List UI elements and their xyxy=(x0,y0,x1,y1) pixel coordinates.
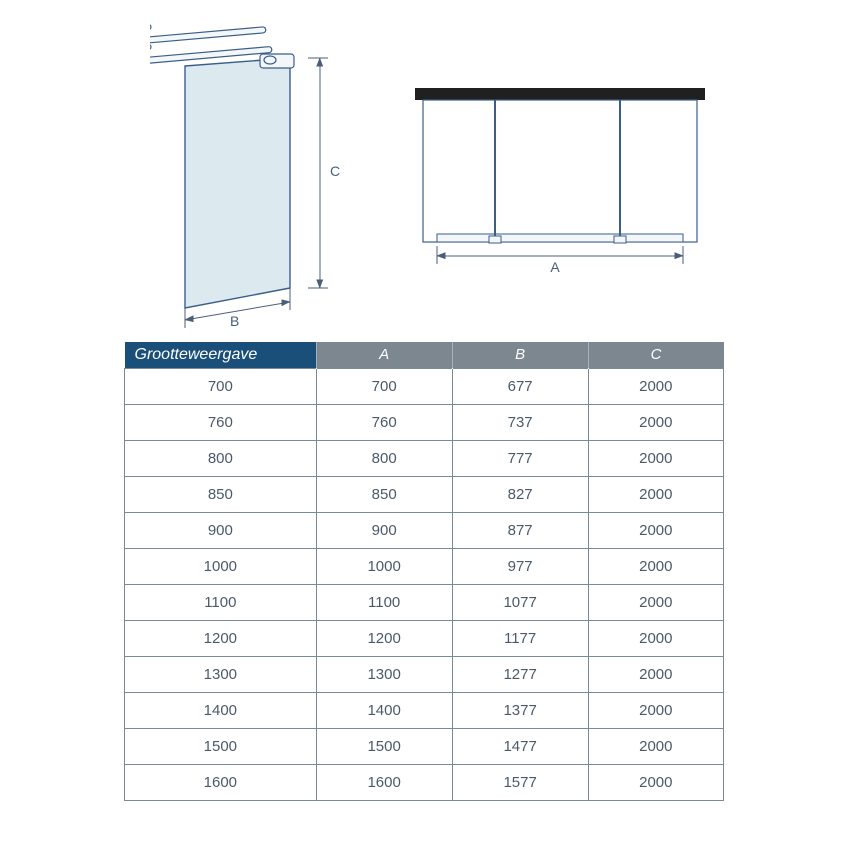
table-cell: 677 xyxy=(452,368,588,404)
table-cell: 850 xyxy=(316,476,452,512)
table-cell: 1500 xyxy=(316,728,452,764)
table-row: 8508508272000 xyxy=(125,476,724,512)
dim-label-a: A xyxy=(550,259,560,275)
table-cell: 850 xyxy=(125,476,317,512)
table-cell: 2000 xyxy=(588,692,723,728)
table-row: 7607607372000 xyxy=(125,404,724,440)
table-cell: 2000 xyxy=(588,404,723,440)
table-row: 1100110010772000 xyxy=(125,584,724,620)
table-row: 100010009772000 xyxy=(125,548,724,584)
table-cell: 760 xyxy=(316,404,452,440)
table-cell: 1200 xyxy=(316,620,452,656)
table-cell: 2000 xyxy=(588,620,723,656)
table-cell: 700 xyxy=(125,368,317,404)
table-cell: 1200 xyxy=(125,620,317,656)
table-header-row: Grootteweergave A B C xyxy=(125,342,724,368)
table-cell: 2000 xyxy=(588,440,723,476)
table-cell: 900 xyxy=(125,512,317,548)
table-row: 9009008772000 xyxy=(125,512,724,548)
table-cell: 900 xyxy=(316,512,452,548)
table-cell: 2000 xyxy=(588,512,723,548)
diagrams-area: C B xyxy=(0,18,848,338)
table-cell: 977 xyxy=(452,548,588,584)
col-header-size: Grootteweergave xyxy=(125,342,317,368)
table-cell: 827 xyxy=(452,476,588,512)
table-row: 1400140013772000 xyxy=(125,692,724,728)
table-cell: 800 xyxy=(316,440,452,476)
dim-label-c: C xyxy=(330,163,340,179)
table-row: 1300130012772000 xyxy=(125,656,724,692)
table-cell: 777 xyxy=(452,440,588,476)
table-cell: 2000 xyxy=(588,368,723,404)
table-cell: 2000 xyxy=(588,548,723,584)
table-cell: 2000 xyxy=(588,764,723,800)
col-header-a: A xyxy=(316,342,452,368)
table-cell: 2000 xyxy=(588,584,723,620)
diagram-panel-perspective: C B xyxy=(150,18,360,338)
table-cell: 2000 xyxy=(588,656,723,692)
table-cell: 1400 xyxy=(125,692,317,728)
size-table: Grootteweergave A B C 700700677200076076… xyxy=(124,342,724,801)
table-cell: 1377 xyxy=(452,692,588,728)
table-row: 8008007772000 xyxy=(125,440,724,476)
dim-label-b: B xyxy=(230,313,239,329)
table-cell: 2000 xyxy=(588,728,723,764)
col-header-b: B xyxy=(452,342,588,368)
table-cell: 800 xyxy=(125,440,317,476)
table-cell: 1077 xyxy=(452,584,588,620)
table-cell: 1177 xyxy=(452,620,588,656)
table-cell: 2000 xyxy=(588,476,723,512)
table-row: 1200120011772000 xyxy=(125,620,724,656)
table-cell: 1300 xyxy=(125,656,317,692)
table-cell: 1100 xyxy=(125,584,317,620)
table-row: 1500150014772000 xyxy=(125,728,724,764)
table-cell: 1300 xyxy=(316,656,452,692)
table-cell: 1100 xyxy=(316,584,452,620)
diagram-top-view: A xyxy=(415,86,705,276)
table-cell: 1277 xyxy=(452,656,588,692)
table-cell: 1477 xyxy=(452,728,588,764)
table-cell: 760 xyxy=(125,404,317,440)
table-row: 1600160015772000 xyxy=(125,764,724,800)
table-cell: 737 xyxy=(452,404,588,440)
table-cell: 1000 xyxy=(125,548,317,584)
col-header-c: C xyxy=(588,342,723,368)
table-cell: 1600 xyxy=(125,764,317,800)
table-cell: 877 xyxy=(452,512,588,548)
table-cell: 1000 xyxy=(316,548,452,584)
table-cell: 1400 xyxy=(316,692,452,728)
table-cell: 1577 xyxy=(452,764,588,800)
table-row: 7007006772000 xyxy=(125,368,724,404)
table-cell: 1600 xyxy=(316,764,452,800)
table-cell: 700 xyxy=(316,368,452,404)
table-cell: 1500 xyxy=(125,728,317,764)
